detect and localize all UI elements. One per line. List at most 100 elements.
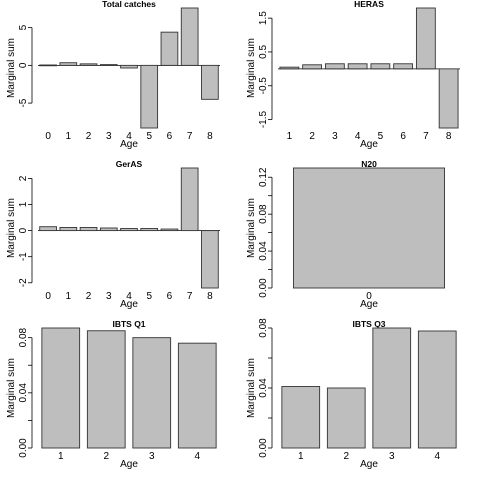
x-tick-label: 2 [343,451,349,462]
bar [372,327,412,449]
chart-panel-heras: HERAS 1 2 3 4 5 6 7 8 -1.5 -0.5 0.5 1.5 Age Marginal s… [246,0,460,150]
x-tick-label: 5 [146,131,152,142]
chart-panel-n20: N20 0 0.00 0.04 0.08 0.12 Age Marginal sum [246,159,445,310]
y-axis-label: Marginal sum [6,38,17,98]
x-tick-label: 6 [167,131,173,142]
x-tick-label: 3 [106,291,112,302]
x-tick-label: 3 [332,131,338,142]
x-tick-label: 2 [86,131,92,142]
bar [370,63,391,70]
bar [180,167,199,232]
x-axis-label: Age [360,299,378,310]
x-tick-label: 4 [434,451,440,462]
bar [120,228,138,232]
bar [201,64,219,100]
bar [160,228,179,232]
x-axis-label: Age [360,459,378,470]
x-tick-label: 1 [287,131,293,142]
x-axis-label: Age [120,139,138,150]
y-axis-label: Marginal sum [246,358,257,418]
x-tick-label: 1 [66,291,72,302]
bar [415,7,436,70]
bar [59,227,78,232]
bar [140,64,159,129]
chart-title: HERAS [354,0,384,9]
y-axis-label: Marginal sum [246,38,257,98]
x-tick-label: 4 [126,131,132,142]
y-tick-label: 0.12 [258,167,269,187]
x-tick-label: 0 [45,131,51,142]
x-tick-label: 3 [389,451,395,462]
bar [59,62,78,66]
x-tick-label: 3 [106,131,112,142]
x-tick-label: 0 [45,291,51,302]
x-axis-label: Age [120,299,138,310]
y-tick-label: 0.5 [258,45,269,59]
bar [281,386,321,449]
bar [324,63,345,70]
y-tick-label: -5 [18,98,29,107]
bar [293,167,445,289]
x-tick-label: 4 [126,291,132,302]
x-tick-label: 7 [423,131,429,142]
chart-panel-ibts-q3: IBTS Q3 1 2 3 4 0.00 0.04 0.08 Age Marginal sum [246,318,457,470]
x-axis-label: Age [120,459,138,470]
y-tick-label: -0.5 [258,77,269,95]
y-tick-label: 0.08 [258,204,269,224]
x-tick-label: 4 [194,451,200,462]
bar [79,63,98,66]
bar [302,64,323,70]
y-tick-label: 0.00 [258,278,269,298]
bar [438,68,459,129]
chart-title: IBTS Q1 [112,319,145,329]
bar [279,66,300,70]
bar [326,387,366,449]
bar [86,330,126,449]
y-tick-label: 0.00 [258,438,269,458]
bar [99,227,118,232]
y-tick-label: 0.04 [18,383,29,403]
x-tick-label: 2 [309,131,315,142]
y-tick-label: 0.04 [258,378,269,398]
x-tick-label: 3 [149,451,155,462]
x-tick-label: 8 [446,131,452,142]
x-tick-label: 2 [86,291,92,302]
y-tick-label: 1.5 [258,11,269,25]
y-tick-label: 1 [18,201,29,207]
bar [417,330,457,449]
bar [99,64,118,66]
bar [393,63,414,70]
bar [180,7,199,66]
y-tick-label: -1 [18,252,29,261]
bar [120,64,138,69]
bar [177,342,217,449]
y-axis-label: Marginal sum [246,198,257,258]
x-tick-label: 7 [187,131,193,142]
chart-title: GerAS [116,159,143,169]
x-tick-label: 5 [378,131,384,142]
x-tick-label: 8 [207,291,213,302]
chart-panel-geras: GerAS 0 1 2 3 4 5 6 7 8 -2 -1 0 1 2 Age Marginal sum [6,159,220,310]
chart-title: Total catches [102,0,156,9]
x-tick-label: 6 [167,291,173,302]
bar [41,327,81,449]
bar [132,337,172,449]
x-tick-label: 6 [400,131,406,142]
y-tick-label: 0.04 [258,241,269,261]
x-tick-label: 8 [207,131,213,142]
x-tick-label: 7 [187,291,193,302]
y-tick-label: -2 [18,278,29,287]
y-axis-label: Marginal sum [6,358,17,418]
y-tick-label: 0 [18,227,29,233]
chart-title: N20 [361,159,377,169]
bar [140,228,159,232]
bar [347,63,368,70]
x-tick-label: 0 [366,291,372,302]
y-tick-label: 0.08 [258,318,269,338]
y-tick-label: 5 [18,24,29,30]
chart-panel-total-catches: Total catches 0 1 2 3 4 5 6 7 8 -5 0 5 Age Marginal su… [6,0,220,150]
bar [79,227,98,232]
chart-title: IBTS Q3 [352,319,385,329]
bar [160,31,179,66]
